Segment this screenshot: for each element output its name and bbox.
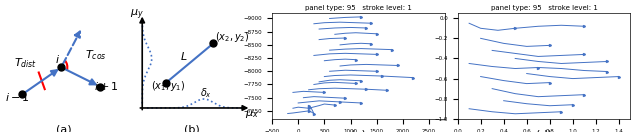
Text: $\mu_y$: $\mu_y$	[130, 8, 144, 22]
Text: (b): (b)	[184, 125, 200, 132]
Text: $(x_2,y_2)$: $(x_2,y_2)$	[215, 30, 250, 44]
Text: $i-1$: $i-1$	[6, 91, 30, 103]
Text: (a): (a)	[56, 125, 72, 132]
Title: panel type: 95   stroke level: 1: panel type: 95 stroke level: 1	[305, 5, 412, 11]
Text: (d): (d)	[536, 130, 552, 132]
Title: panel type: 95   stroke level: 1: panel type: 95 stroke level: 1	[491, 5, 597, 11]
Text: $i+1$: $i+1$	[95, 81, 119, 93]
Text: i: i	[55, 55, 58, 65]
Text: (c): (c)	[351, 130, 366, 132]
Text: $\mu_x$: $\mu_x$	[244, 108, 259, 120]
Text: $T_{cos}$: $T_{cos}$	[84, 48, 106, 62]
Text: $(x_1,y_1)$: $(x_1,y_1)$	[151, 79, 186, 93]
Text: $\delta_x$: $\delta_x$	[200, 86, 212, 100]
Text: $T_{dist}$: $T_{dist}$	[14, 56, 37, 70]
Text: $L$: $L$	[180, 50, 188, 62]
